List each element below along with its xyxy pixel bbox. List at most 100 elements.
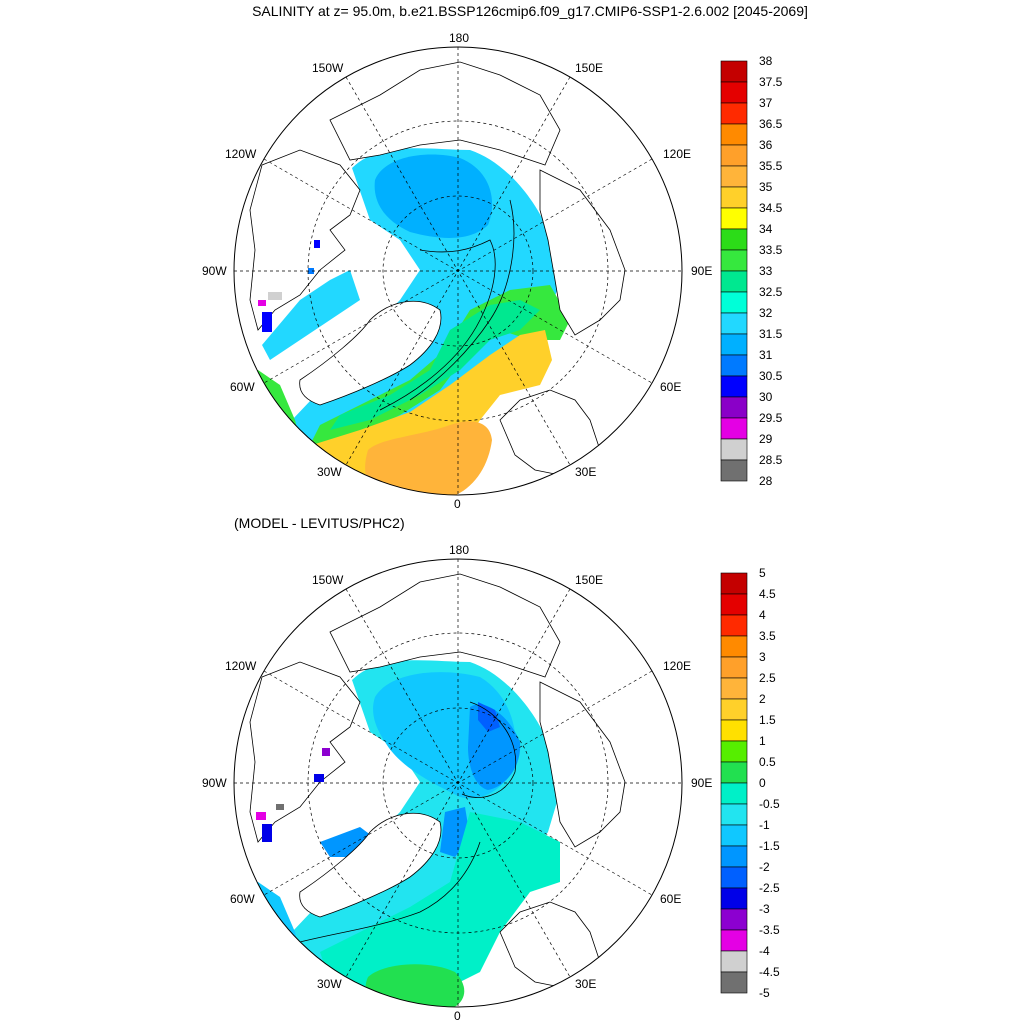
- colorbar-top-label-11: 32.5: [759, 285, 783, 299]
- colorbar-top-label-1: 37.5: [759, 75, 783, 89]
- lon-label-60w: 60W: [230, 380, 255, 394]
- colorbar-top-swatch-19: [720, 459, 748, 482]
- colorbar-bottom-swatch-4: [720, 656, 748, 679]
- colorbar-bottom-swatch-7: [720, 719, 748, 742]
- lon-label-150e-b: 150E: [575, 573, 604, 587]
- alaska-land-diff: [329, 573, 561, 678]
- colorbar-top-swatch-1: [720, 81, 748, 104]
- diff-contour-line-2: [299, 841, 481, 943]
- map-boundary-circle-bottom: [233, 558, 683, 1008]
- colorbar-top-swatch-13: [720, 333, 748, 356]
- colorbar-top-label-13: 31.5: [759, 327, 783, 341]
- colorbar-bottom-swatch-11: [720, 803, 748, 826]
- hudson-gray-patch: [268, 292, 282, 300]
- colorbar-bottom-swatch-8: [720, 740, 748, 763]
- colorbar-top-label-8: 34: [759, 222, 773, 236]
- hudson-magenta-patch: [258, 300, 266, 306]
- colorbar-bottom: 5 4.5 4 3.5 3 2.5 2 1.5 1 0.5 0 -0.5 -1 -1.5 -2 -2.5 -3 -…: [720, 566, 780, 999]
- scandinavia-land: [499, 389, 601, 476]
- colorbar-top-label-9: 33.5: [759, 243, 783, 257]
- colorbar-top-label-15: 30.5: [759, 369, 783, 383]
- colorbar-top-swatch-8: [720, 228, 748, 251]
- lon-label-0: 0: [454, 497, 461, 511]
- map-boundary-circle: [233, 46, 683, 496]
- archipelago-blue-patch-diff: [314, 774, 324, 782]
- colorbar-bottom-label-7: 1.5: [759, 713, 776, 727]
- colorbar-top-swatch-6: [720, 186, 748, 209]
- scandinavia-land-diff: [499, 901, 601, 988]
- lon-label-120e-b: 120E: [663, 659, 692, 673]
- siberia-land-diff: [539, 681, 626, 848]
- colorbar-bottom-swatch-18: [720, 950, 748, 973]
- colorbar-bottom-swatch-2: [720, 614, 748, 637]
- colorbar-top-label-17: 29.5: [759, 411, 783, 425]
- lon-label-120e: 120E: [663, 147, 692, 161]
- lon-label-30e: 30E: [575, 465, 597, 479]
- colorbar-top-swatch-9: [720, 249, 748, 272]
- lon-label-60e: 60E: [660, 380, 682, 394]
- colorbar-bottom-swatch-6: [720, 698, 748, 721]
- colorbar-bottom-swatch-1: [720, 593, 748, 616]
- canadian-archipelago-land-diff: [249, 661, 361, 843]
- colorbar-bottom-label-0: 5: [759, 566, 766, 580]
- colorbar-top-swatch-17: [720, 417, 748, 440]
- colorbar-top-swatch-11: [720, 291, 748, 314]
- colorbar-top-label-20: 28: [759, 474, 773, 487]
- colorbar-top-swatch-4: [720, 144, 748, 167]
- lon-label-150e: 150E: [575, 61, 604, 75]
- lon-label-30e-b: 30E: [575, 977, 597, 991]
- lon-label-30w-b: 30W: [317, 977, 342, 991]
- colorbar-top-label-3: 36.5: [759, 117, 783, 131]
- colorbar-top-swatch-5: [720, 165, 748, 188]
- colorbar-bottom-swatch-17: [720, 929, 748, 952]
- diff-contour-line-1: [461, 701, 517, 798]
- colorbar-bottom-label-6: 2: [759, 692, 766, 706]
- colorbar-top-label-14: 31: [759, 348, 773, 362]
- colorbar-bottom-label-8: 1: [759, 734, 766, 748]
- colorbar-bottom-label-13: -1.5: [759, 839, 780, 853]
- colorbar-top-label-16: 30: [759, 390, 773, 404]
- central-minus2.5-spot: [478, 702, 500, 732]
- colorbar-top-label-2: 37: [759, 96, 773, 110]
- colorbar-bottom-label-16: -3: [759, 902, 770, 916]
- lon-label-90e-b: 90E: [691, 776, 713, 790]
- colorbar-bottom-label-14: -2: [759, 860, 770, 874]
- hudson-blue-patch: [262, 312, 272, 332]
- graticule-top: [234, 47, 682, 495]
- lon-label-150w: 150W: [312, 61, 344, 75]
- colorbar-top-label-4: 36: [759, 138, 773, 152]
- colorbar-bottom-swatch-10: [720, 782, 748, 805]
- colorbar-bottom-swatch-19: [720, 971, 748, 994]
- colorbar-top-label-5: 35.5: [759, 159, 783, 173]
- graticule-bottom: [234, 559, 682, 1007]
- lon-label-60w-b: 60W: [230, 892, 255, 906]
- greenland-land: [299, 300, 442, 406]
- canada-basin-channels: [262, 270, 360, 360]
- colorbar-bottom-swatch-16: [720, 908, 748, 931]
- colorbar-bottom-label-5: 2.5: [759, 671, 776, 685]
- colorbar-top-label-10: 33: [759, 264, 773, 278]
- colorbar-bottom-label-4: 3: [759, 650, 766, 664]
- lon-label-150w-b: 150W: [312, 573, 344, 587]
- hudson-blue-patch-diff: [262, 824, 272, 842]
- lon-label-180-b: 180: [449, 543, 470, 557]
- colorbar-top-swatch-12: [720, 312, 748, 335]
- colorbar-bottom-swatch-13: [720, 845, 748, 868]
- lon-label-120w-b: 120W: [225, 659, 257, 673]
- colorbar-top-swatch-16: [720, 396, 748, 419]
- colorbar-bottom-label-9: 0.5: [759, 755, 776, 769]
- canadian-archipelago-land: [249, 149, 361, 331]
- colorbar-top-label-6: 35: [759, 180, 773, 194]
- colorbar-bottom-swatch-9: [720, 761, 748, 784]
- shelf-band-teal: [330, 300, 540, 430]
- difference-subtitle: (MODEL - LEVITUS/PHC2): [234, 515, 405, 531]
- contour-line-2: [409, 199, 515, 401]
- colorbar-top-label-18: 29: [759, 432, 773, 446]
- colorbar-top: 38 37.5 37 36.5 36 35.5 35 34.5 34 33.5 33 32.5 32 31…: [720, 54, 783, 487]
- colorbar-bottom-label-15: -2.5: [759, 881, 780, 895]
- archipelago-blue-patch-2: [308, 268, 314, 274]
- contour-line-1: [379, 239, 496, 411]
- colorbar-bottom-swatch-12: [720, 824, 748, 847]
- lon-label-180: 180: [449, 31, 470, 45]
- figure-title: SALINITY at z= 95.0m, b.e21.BSSP126cmip6…: [252, 3, 808, 19]
